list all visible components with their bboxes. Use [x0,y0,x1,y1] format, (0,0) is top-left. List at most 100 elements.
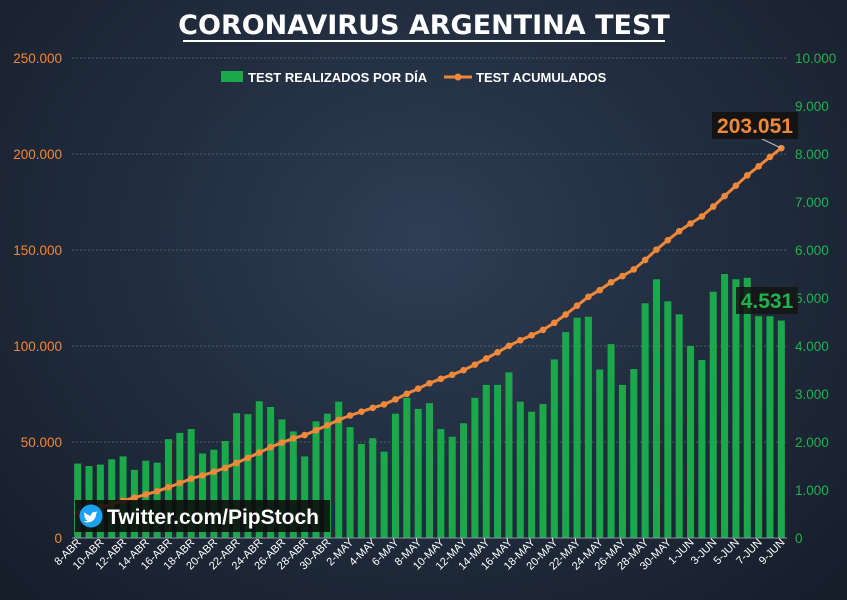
bar-daily [743,277,751,538]
point-cumulative [437,375,445,383]
bar-daily [210,449,218,538]
point-cumulative [562,311,569,318]
annotation-leader [759,137,782,149]
annotation-last-daily: 4.531 [736,287,798,314]
bar-daily [687,346,695,538]
bar-daily [528,411,536,538]
y-axis-left-ticks: 0 50.000 100.000 150.000 200.000 250.000 [13,51,62,546]
point-cumulative [426,379,433,387]
point-cumulative [641,256,649,264]
point-cumulative [551,319,558,327]
bar-daily [414,408,422,538]
bar-daily [267,406,275,538]
point-cumulative [619,272,626,280]
y-right-tick-label: 10.000 [795,51,836,66]
point-cumulative [585,293,592,301]
bar-daily [675,314,683,538]
point-cumulative [414,385,422,392]
y-left-tick-label: 50.000 [21,435,62,450]
bar-daily [255,401,263,538]
point-cumulative [210,468,218,476]
bar-daily [221,441,229,538]
point-cumulative [392,396,399,403]
bar-daily [777,320,785,538]
point-cumulative [312,426,320,434]
point-cumulative [505,342,513,350]
annotation-daily-value: 4.531 [741,290,794,313]
bar-daily [448,436,456,538]
bar-daily [516,401,524,538]
point-cumulative [755,162,762,170]
annotation-cumulative-box [712,112,798,139]
legend-swatch-daily [221,71,243,82]
y-right-tick-label: 5.000 [795,291,829,306]
line-cumulative [74,144,785,517]
bar-daily [596,369,604,538]
y-right-tick-label: 4.000 [795,339,829,354]
y-right-tick-label: 7.000 [795,195,829,210]
point-cumulative [709,203,717,210]
point-cumulative [743,172,751,179]
bar-daily [346,427,354,538]
y-axis-right-ticks: 0 1.000 2.000 3.000 4.000 5.000 6.000 7.000 8.00… [795,51,836,546]
point-cumulative [301,431,308,439]
bar-daily [437,429,445,538]
point-cumulative [165,484,172,491]
point-cumulative [573,302,581,309]
watermark-text: Twitter.com/PipStoch [107,506,319,529]
bar-daily [187,429,195,538]
point-cumulative [290,435,297,442]
point-cumulative [131,494,138,501]
bar-daily [550,359,558,538]
annotation-daily-box [736,287,798,314]
point-cumulative [255,449,263,456]
point-cumulative [244,454,252,462]
bar-daily [244,414,252,538]
bar-daily [380,451,388,538]
bar-daily [460,423,468,538]
bar-daily [539,404,547,538]
bar-daily [357,443,365,538]
point-cumulative [539,326,547,334]
point-cumulative [664,236,672,244]
point-cumulative [142,491,150,498]
bar-daily [142,460,150,538]
point-cumulative [199,472,206,479]
point-cumulative [153,488,161,495]
point-cumulative [675,227,683,235]
point-cumulative [482,355,490,362]
point-cumulative [698,213,706,220]
y-right-tick-label: 1.000 [795,483,829,498]
bar-daily [391,413,399,538]
y-left-tick-label: 150.000 [13,243,62,258]
point-cumulative [233,459,240,467]
bar-daily [119,456,127,538]
point-cumulative [596,286,604,294]
bar-daily [289,431,297,538]
y-left-tick-label: 0 [54,531,62,546]
x-axis-ticks: 8-ABR10-ABR12-ABR14-ABR16-ABR18-ABR20-AB… [52,536,787,572]
bar-daily [335,401,343,538]
bar-daily [630,369,638,538]
y-left-tick-label: 200.000 [13,147,62,162]
bar-daily [369,438,377,538]
point-cumulative [721,192,728,200]
point-cumulative [766,153,774,161]
point-cumulative [460,366,467,374]
twitter-bird-icon [79,504,103,528]
legend-label-daily: TEST REALIZADOS POR DÍA [248,70,428,85]
bar-daily [233,413,241,538]
watermark-box [75,500,330,532]
bar-daily [505,372,513,538]
bar-daily [766,316,774,538]
y-right-tick-label: 0 [795,531,803,546]
point-cumulative [346,412,354,419]
bar-daily [301,456,309,538]
point-cumulative [653,246,660,253]
point-cumulative [267,443,274,451]
bars-daily [74,274,785,538]
bar-daily [108,459,116,538]
point-cumulative [448,371,456,379]
